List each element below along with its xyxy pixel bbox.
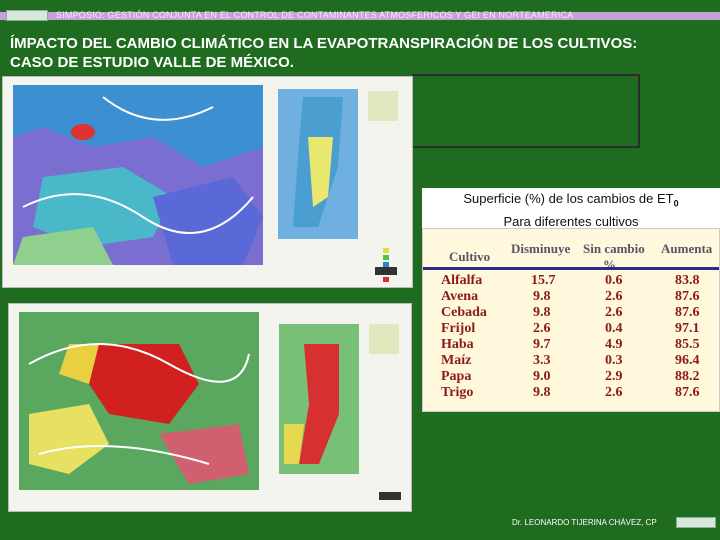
cell-crop: Haba bbox=[441, 337, 474, 352]
map-image-bottom bbox=[8, 303, 412, 512]
cell-decrease: 9.7 bbox=[533, 337, 551, 352]
cell-crop: Alfalfa bbox=[441, 273, 483, 288]
cell-increase: 83.8 bbox=[675, 273, 700, 288]
slide-title-line1: ÍMPACTO DEL CAMBIO CLIMÁTICO EN LA EVAPO… bbox=[10, 35, 638, 52]
cell-increase: 88.2 bbox=[675, 369, 700, 384]
cell-increase: 87.6 bbox=[675, 289, 700, 304]
cell-crop: Cebada bbox=[441, 305, 487, 320]
header-unit: % bbox=[603, 257, 616, 272]
table-row: Frijol 2.6 0.4 97.1 bbox=[423, 321, 719, 337]
footer-logo bbox=[676, 517, 716, 528]
table-row: Cebada 9.8 2.6 87.6 bbox=[423, 305, 719, 321]
table-title-main: Superficie (%) de los cambios de ET bbox=[463, 191, 674, 206]
footer-author: Dr. LEONARDO TIJERINA CHÁVEZ, CP bbox=[512, 518, 657, 527]
header-nochange: Sin cambio bbox=[583, 241, 645, 256]
cell-decrease: 9.8 bbox=[533, 305, 551, 320]
header-logo bbox=[6, 10, 48, 21]
cell-decrease: 2.6 bbox=[533, 321, 551, 336]
header-increase: Aumenta bbox=[661, 241, 713, 256]
cell-crop: Trigo bbox=[441, 385, 474, 400]
slide-title: ÍMPACTO DEL CAMBIO CLIMÁTICO EN LA EVAPO… bbox=[10, 34, 710, 72]
cell-crop: Papa bbox=[441, 369, 472, 384]
cell-increase: 85.5 bbox=[675, 337, 700, 352]
et-change-table: Cultivo Disminuye Sin cambio Aumenta % A… bbox=[422, 228, 720, 412]
cell-crop: Avena bbox=[441, 289, 479, 304]
cell-nochange: 0.4 bbox=[605, 321, 623, 336]
header-stripe bbox=[0, 12, 720, 20]
cell-decrease: 9.8 bbox=[533, 385, 551, 400]
divider-line bbox=[412, 146, 640, 148]
cell-increase: 96.4 bbox=[675, 353, 700, 368]
map-image-top bbox=[2, 76, 413, 288]
top-bar: SIMPOSIO: GESTIÓN CONJUNTA EN EL CONTROL… bbox=[0, 0, 720, 21]
cell-nochange: 0.3 bbox=[605, 353, 623, 368]
cell-increase: 97.1 bbox=[675, 321, 700, 336]
cell-decrease: 9.0 bbox=[533, 369, 551, 384]
cell-decrease: 15.7 bbox=[531, 273, 556, 288]
table-row: Alfalfa 15.7 0.6 83.8 bbox=[423, 273, 719, 289]
divider-line bbox=[412, 74, 640, 76]
table-title: Superficie (%) de los cambios de ET0 Par… bbox=[422, 188, 720, 232]
table-row: Papa 9.0 2.9 88.2 bbox=[423, 369, 719, 385]
cell-decrease: 9.8 bbox=[533, 289, 551, 304]
table-row: Avena 9.8 2.6 87.6 bbox=[423, 289, 719, 305]
table-row: Maíz 3.3 0.3 96.4 bbox=[423, 353, 719, 369]
cell-nochange: 2.9 bbox=[605, 369, 623, 384]
cell-nochange: 0.6 bbox=[605, 273, 623, 288]
header-decrease: Disminuye bbox=[511, 241, 571, 256]
cell-increase: 87.6 bbox=[675, 305, 700, 320]
header-crop: Cultivo bbox=[449, 249, 491, 264]
table-header-row: Cultivo Disminuye Sin cambio Aumenta % bbox=[423, 233, 719, 272]
cell-increase: 87.6 bbox=[675, 385, 700, 400]
symposium-header: SIMPOSIO: GESTIÓN CONJUNTA EN EL CONTROL… bbox=[56, 10, 574, 20]
header-underline bbox=[423, 267, 719, 270]
table-row: Trigo 9.8 2.6 87.6 bbox=[423, 385, 719, 401]
cell-nochange: 2.6 bbox=[605, 385, 623, 400]
slide-title-line2: CASO DE ESTUDIO VALLE DE MÉXICO. bbox=[10, 54, 294, 71]
cell-nochange: 2.6 bbox=[605, 289, 623, 304]
cell-nochange: 2.6 bbox=[605, 305, 623, 320]
cell-crop: Frijol bbox=[441, 321, 476, 336]
table-title-subscript: 0 bbox=[673, 198, 679, 209]
divider-line bbox=[638, 74, 640, 148]
cell-decrease: 3.3 bbox=[533, 353, 551, 368]
table-title-line2: Para diferentes cultivos bbox=[503, 213, 639, 229]
table-row: Haba 9.7 4.9 85.5 bbox=[423, 337, 719, 353]
cell-crop: Maíz bbox=[441, 353, 472, 368]
cell-nochange: 4.9 bbox=[605, 337, 623, 352]
